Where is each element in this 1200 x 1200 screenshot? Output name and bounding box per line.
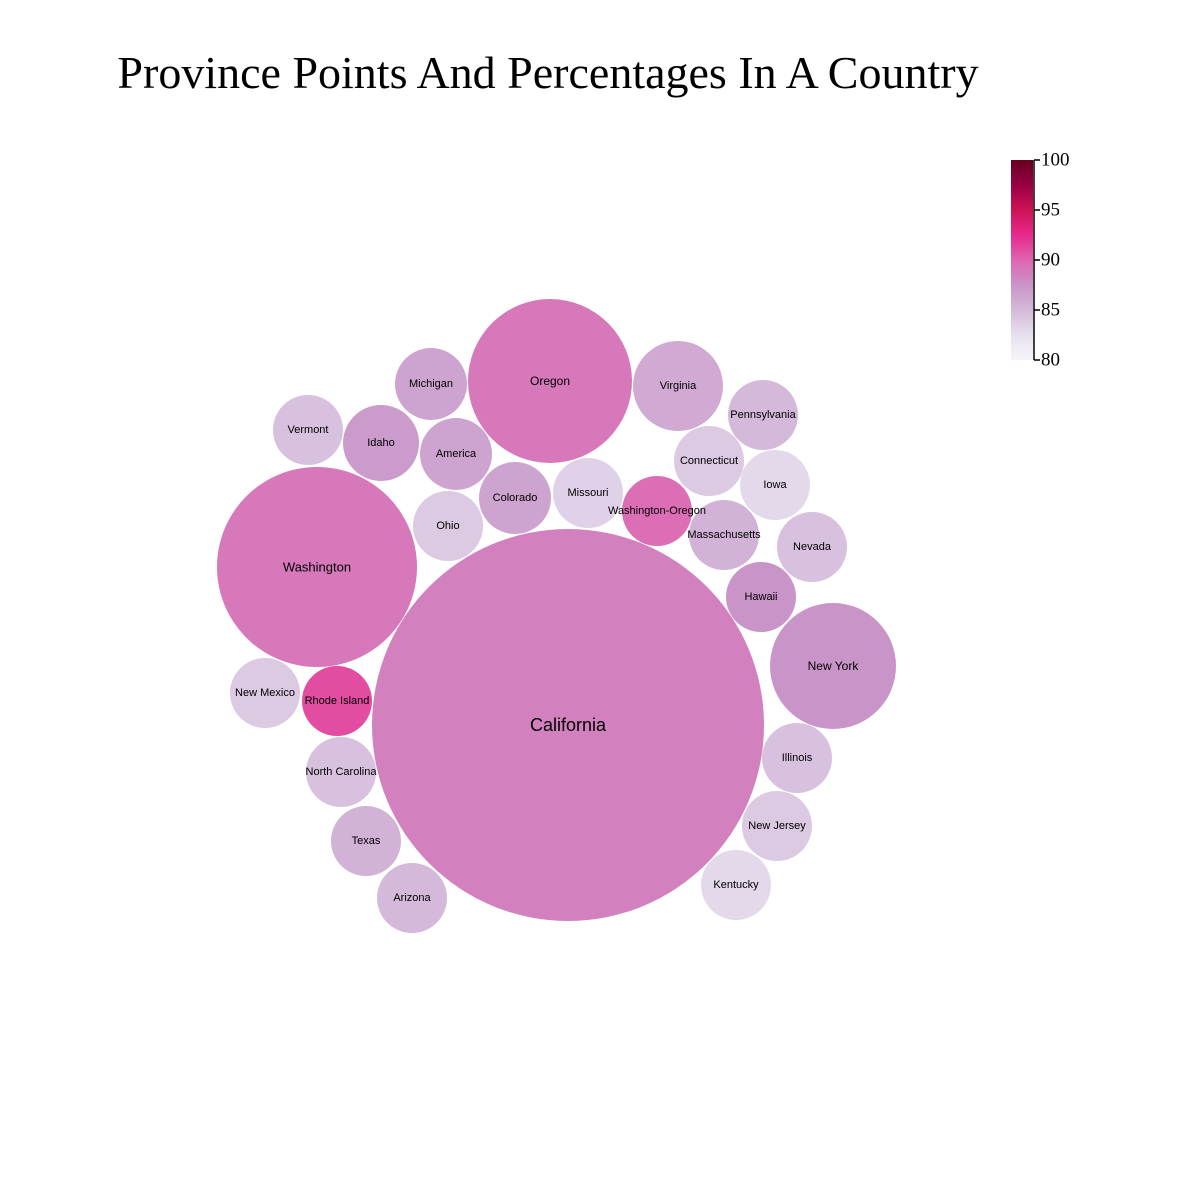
colorbar: 80 85 90 95 100	[1011, 150, 1070, 371]
colorbar-tick-label-85: 85	[1041, 300, 1060, 321]
bubble-label-california: California	[530, 715, 607, 735]
bubble-nevada[interactable]	[777, 512, 847, 582]
bubble-group: California Washington Oregon New York Virgin…	[217, 299, 896, 933]
bubble-label-ohio: Ohio	[436, 520, 459, 532]
bubble-label-new-york: New York	[808, 659, 860, 673]
bubble-label-oregon: Oregon	[530, 374, 570, 388]
bubble-label-idaho: Idaho	[367, 437, 395, 449]
bubble-washington-oregon[interactable]	[622, 476, 692, 546]
bubble-label-texas: Texas	[352, 835, 381, 847]
bubble-label-illinois: Illinois	[782, 752, 813, 764]
bubble-vermont[interactable]	[273, 395, 343, 465]
colorbar-tick-label-100: 100	[1041, 150, 1070, 171]
bubble-arizona[interactable]	[377, 863, 447, 933]
colorbar-tick-label-80: 80	[1041, 350, 1060, 371]
bubble-label-massachusetts: Massachusetts	[687, 529, 761, 541]
bubble-label-connecticut: Connecticut	[680, 455, 738, 467]
bubble-connecticut[interactable]	[674, 426, 744, 496]
bubble-new-jersey[interactable]	[742, 791, 812, 861]
bubble-iowa[interactable]	[740, 450, 810, 520]
bubble-ohio[interactable]	[413, 491, 483, 561]
bubble-missouri[interactable]	[553, 458, 623, 528]
bubble-label-america: America	[436, 448, 477, 460]
bubble-label-washington-oregon: Washington-Oregon	[608, 505, 706, 517]
bubble-label-michigan: Michigan	[409, 378, 453, 390]
colorbar-tick-label-95: 95	[1041, 200, 1060, 221]
bubble-california[interactable]	[372, 529, 764, 921]
colorbar-tick-label-90: 90	[1041, 250, 1060, 271]
bubble-north-carolina[interactable]	[306, 737, 376, 807]
bubble-label-pennsylvania: Pennsylvania	[730, 409, 796, 421]
bubble-hawaii[interactable]	[726, 562, 796, 632]
bubble-idaho[interactable]	[343, 405, 419, 481]
bubble-texas[interactable]	[331, 806, 401, 876]
bubble-label-north-carolina: North Carolina	[306, 766, 378, 778]
bubble-label-missouri: Missouri	[568, 487, 609, 499]
bubble-oregon[interactable]	[468, 299, 632, 463]
colorbar-gradient	[1011, 160, 1033, 360]
bubble-label-iowa: Iowa	[763, 479, 787, 491]
bubble-label-arizona: Arizona	[393, 892, 431, 904]
bubble-michigan[interactable]	[395, 348, 467, 420]
bubble-label-new-mexico: New Mexico	[235, 687, 295, 699]
bubble-label-virginia: Virginia	[660, 380, 697, 392]
bubble-pennsylvania[interactable]	[728, 380, 798, 450]
bubble-colorado[interactable]	[479, 462, 551, 534]
bubble-new-york[interactable]	[770, 603, 896, 729]
bubble-label-rhode-island: Rhode Island	[305, 695, 370, 707]
bubble-label-nevada: Nevada	[793, 541, 832, 553]
bubble-label-vermont: Vermont	[288, 424, 329, 436]
bubble-label-hawaii: Hawaii	[744, 591, 777, 603]
bubble-washington[interactable]	[217, 467, 417, 667]
bubble-kentucky[interactable]	[701, 850, 771, 920]
bubble-label-kentucky: Kentucky	[713, 879, 759, 891]
bubble-massachusetts[interactable]	[689, 500, 759, 570]
bubble-new-mexico[interactable]	[230, 658, 300, 728]
bubble-label-washington: Washington	[283, 560, 351, 575]
bubble-illinois[interactable]	[762, 723, 832, 793]
bubble-america[interactable]	[420, 418, 492, 490]
bubble-rhode-island[interactable]	[302, 666, 372, 736]
chart-title: Province Points And Percentages In A Cou…	[117, 47, 978, 98]
bubble-label-colorado: Colorado	[493, 492, 538, 504]
bubble-label-new-jersey: New Jersey	[748, 820, 806, 832]
bubble-virginia[interactable]	[633, 341, 723, 431]
